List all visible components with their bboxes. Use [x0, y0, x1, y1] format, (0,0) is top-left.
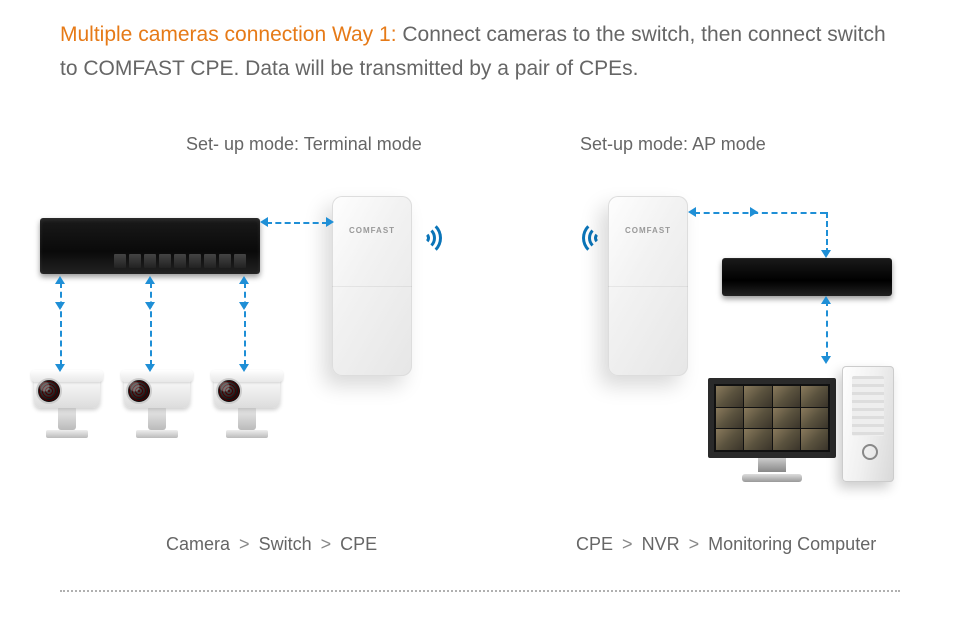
link-cpe-nvr-h [694, 212, 826, 214]
link-switch-cpe [266, 222, 328, 224]
section-divider [60, 590, 900, 592]
arrow-icon [145, 276, 155, 284]
cpe-terminal-icon: COMFAST [332, 196, 412, 376]
heading-accent: Multiple cameras connection Way 1: [60, 23, 397, 46]
chevron-icon: > [689, 534, 700, 554]
flow-a: Camera [166, 534, 230, 554]
arrow-icon [821, 356, 831, 364]
flow-c: Monitoring Computer [708, 534, 876, 554]
arrow-icon [688, 207, 696, 217]
monitor-icon [708, 378, 836, 482]
network-switch-icon [40, 218, 260, 274]
flow-c: CPE [340, 534, 377, 554]
cpe-brand-label: COMFAST [608, 226, 688, 235]
wifi-emit-left-icon [572, 216, 606, 260]
arrow-icon [239, 276, 249, 284]
arrow-icon [239, 364, 249, 372]
arrow-icon [145, 364, 155, 372]
arrow-icon [326, 217, 334, 227]
pc-tower-icon [842, 366, 894, 482]
arrow-icon [55, 276, 65, 284]
camera-2-icon [118, 374, 196, 438]
wifi-emit-right-icon [418, 216, 452, 260]
link-cpe-nvr-v [826, 212, 828, 254]
chevron-icon: > [622, 534, 633, 554]
camera-1-icon [28, 374, 106, 438]
arrow-icon [55, 364, 65, 372]
arrow-icon [145, 302, 155, 310]
arrow-icon [260, 217, 268, 227]
link-nvr-pc [826, 300, 828, 358]
camera-3-icon [208, 374, 286, 438]
right-flow-label: CPE > NVR > Monitoring Computer [576, 534, 876, 555]
link-cam3 [244, 282, 246, 366]
arrow-icon [239, 302, 249, 310]
chevron-icon: > [321, 534, 332, 554]
heading: Multiple cameras connection Way 1: Conne… [60, 18, 900, 85]
flow-b: NVR [642, 534, 680, 554]
arrow-icon [750, 207, 758, 217]
link-cam2 [150, 282, 152, 366]
arrow-icon [821, 250, 831, 258]
flow-b: Switch [259, 534, 312, 554]
left-flow-label: Camera > Switch > CPE [166, 534, 377, 555]
cpe-brand-label: COMFAST [332, 226, 412, 235]
nvr-icon [722, 258, 892, 296]
cpe-ap-icon: COMFAST [608, 196, 688, 376]
left-mode-label: Set- up mode: Terminal mode [186, 134, 422, 155]
arrow-icon [55, 302, 65, 310]
flow-a: CPE [576, 534, 613, 554]
arrow-icon [821, 296, 831, 304]
chevron-icon: > [239, 534, 250, 554]
right-mode-label: Set-up mode: AP mode [580, 134, 766, 155]
link-cam1 [60, 282, 62, 366]
